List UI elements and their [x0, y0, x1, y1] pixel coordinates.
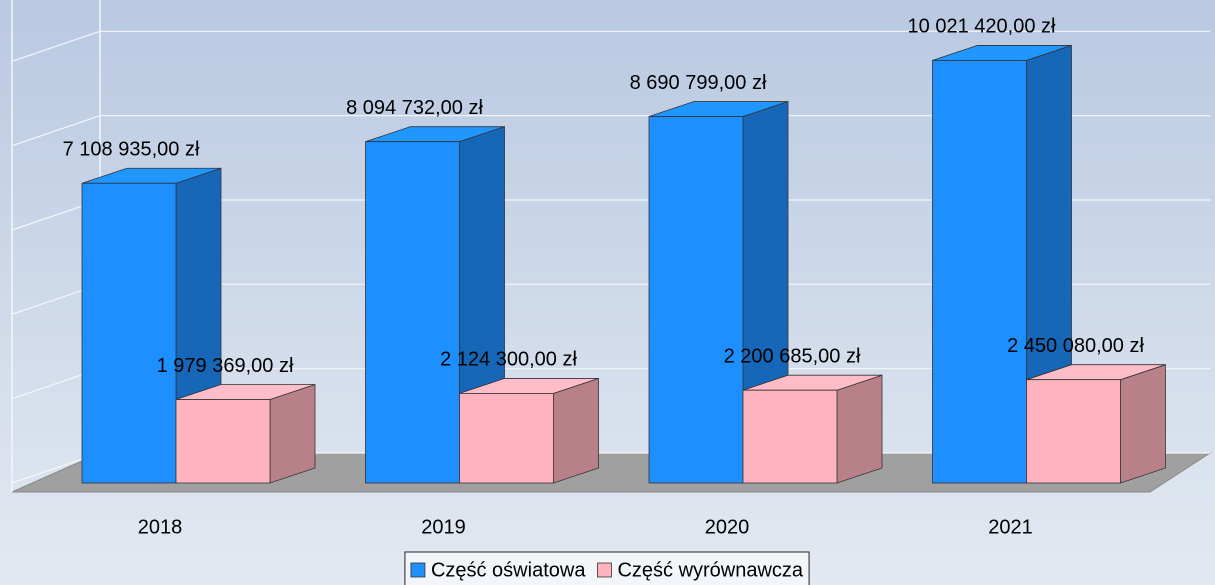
bar-side	[269, 383, 316, 484]
legend-label: Część wyrównawcza	[617, 559, 803, 581]
data-label: 2 200 685,00 zł	[724, 345, 861, 367]
x-tick-label: 2020	[705, 516, 750, 538]
bar	[1026, 379, 1121, 484]
legend: Część oświatowa Część wyrównawcza	[404, 551, 810, 585]
legend-swatch	[410, 562, 426, 578]
grid-line	[11, 115, 1210, 147]
data-label: 1 979 369,00 zł	[157, 355, 294, 377]
bar	[932, 60, 1027, 484]
data-label: 10 021 420,00 zł	[908, 16, 1056, 38]
bars	[81, 44, 1166, 484]
bar	[742, 389, 838, 484]
data-label: 2 450 080,00 zł	[1007, 335, 1144, 357]
data-label: 8 690 799,00 zł	[630, 72, 767, 94]
bar	[175, 399, 271, 484]
bar	[648, 116, 744, 484]
data-label: 7 108 935,00 zł	[63, 139, 200, 161]
data-label: 2 124 300,00 zł	[440, 349, 577, 371]
data-label: 8 094 732,00 zł	[346, 97, 483, 119]
x-tick-label: 2018	[138, 516, 183, 538]
x-tick-label: 2021	[988, 516, 1033, 538]
bar	[81, 182, 177, 484]
grid-line	[11, 30, 1210, 62]
bar	[365, 141, 460, 484]
legend-swatch	[597, 562, 612, 578]
x-tick-label: 2019	[421, 516, 466, 538]
bar-side	[1120, 364, 1166, 484]
labels: 2018 7 108 935,00 zł 1 979 369,00 zł 2019 8 …	[63, 16, 1145, 539]
bar	[459, 393, 554, 484]
bar-side	[836, 374, 883, 484]
legend-label: Część oświatowa	[431, 559, 586, 581]
bar-side	[553, 377, 599, 484]
